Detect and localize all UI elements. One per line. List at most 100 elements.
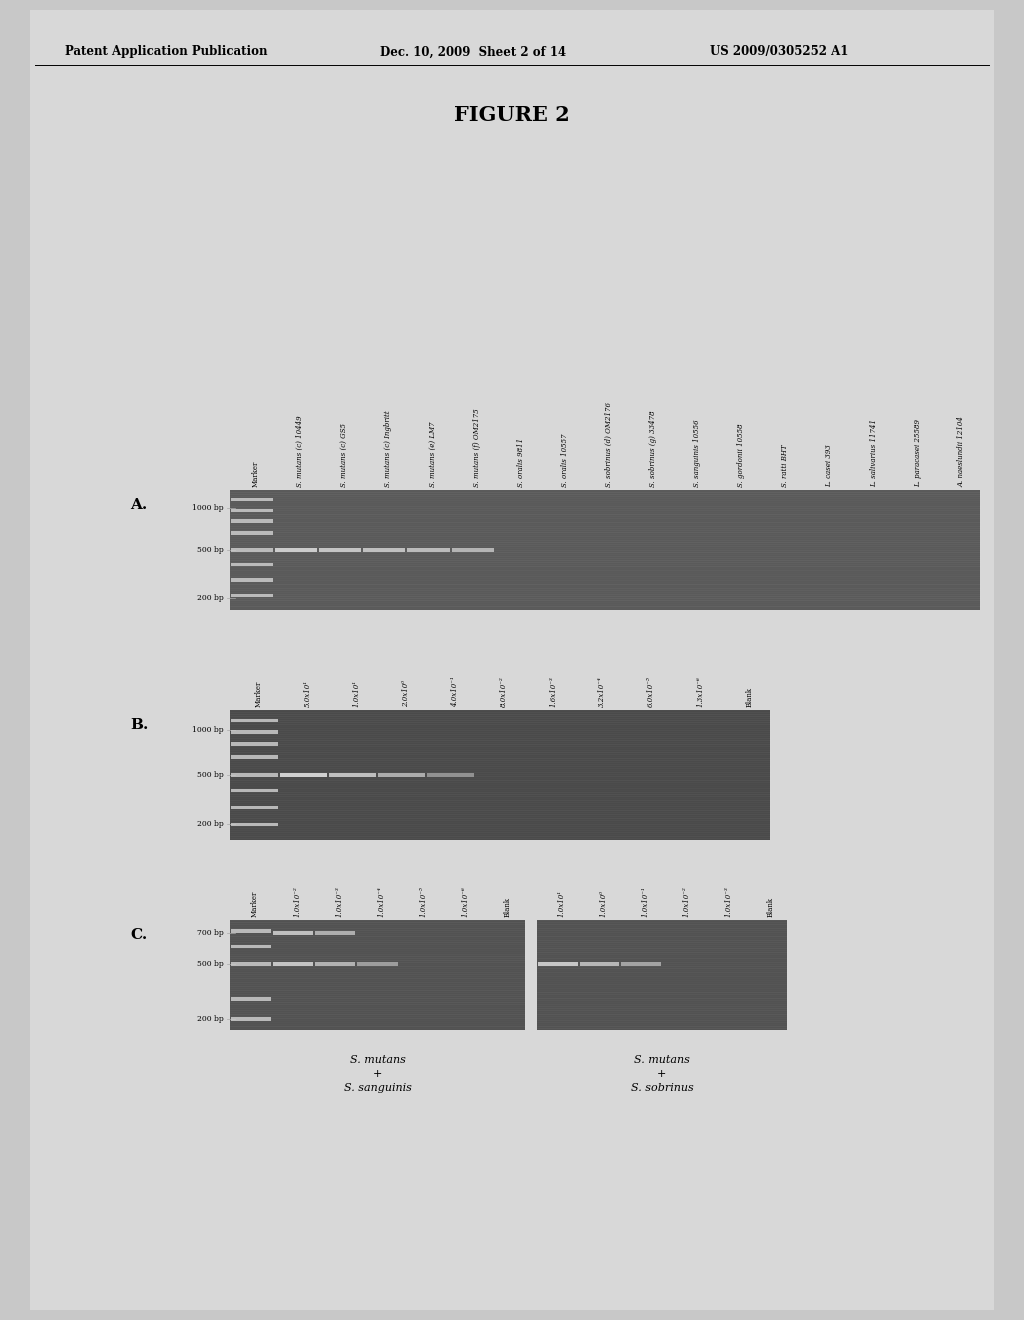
Text: 1.0x10¹: 1.0x10¹	[352, 680, 360, 708]
Text: 1.0x10⁻¹: 1.0x10⁻¹	[641, 886, 649, 917]
FancyBboxPatch shape	[231, 508, 273, 512]
Text: 1.0x10⁻³: 1.0x10⁻³	[725, 886, 732, 917]
FancyBboxPatch shape	[230, 490, 980, 610]
Text: 1.3x10⁻⁶: 1.3x10⁻⁶	[696, 676, 705, 708]
Text: 1.0x10⁻²: 1.0x10⁻²	[293, 886, 301, 917]
FancyBboxPatch shape	[315, 932, 355, 935]
Text: A.: A.	[130, 498, 147, 512]
FancyBboxPatch shape	[315, 962, 355, 966]
Text: C.: C.	[130, 928, 147, 942]
Text: 1.0x10⁻⁶: 1.0x10⁻⁶	[462, 886, 470, 917]
FancyBboxPatch shape	[537, 920, 787, 1030]
Text: Blank: Blank	[504, 898, 512, 917]
FancyBboxPatch shape	[622, 962, 662, 966]
Text: Marker: Marker	[255, 681, 262, 708]
Text: 4.0x10⁻¹: 4.0x10⁻¹	[451, 676, 459, 708]
FancyBboxPatch shape	[231, 998, 271, 1001]
Text: S. mutans
+
S. sobrinus: S. mutans + S. sobrinus	[631, 1055, 693, 1093]
Text: 500 bp: 500 bp	[198, 960, 224, 968]
FancyBboxPatch shape	[231, 730, 279, 734]
FancyBboxPatch shape	[329, 774, 376, 776]
FancyBboxPatch shape	[364, 548, 406, 552]
Text: Blank: Blank	[745, 686, 754, 708]
FancyBboxPatch shape	[230, 710, 770, 840]
FancyBboxPatch shape	[281, 774, 328, 776]
FancyBboxPatch shape	[231, 805, 279, 809]
FancyBboxPatch shape	[231, 929, 271, 933]
Text: L. paracasei 25589: L. paracasei 25589	[913, 418, 922, 487]
FancyBboxPatch shape	[378, 774, 425, 776]
FancyBboxPatch shape	[231, 774, 279, 776]
Text: 6.0x10⁻⁵: 6.0x10⁻⁵	[647, 676, 655, 708]
FancyBboxPatch shape	[231, 962, 271, 966]
FancyBboxPatch shape	[275, 548, 317, 552]
FancyBboxPatch shape	[231, 498, 273, 502]
FancyBboxPatch shape	[230, 920, 525, 1030]
Text: 1.0x10⁻⁵: 1.0x10⁻⁵	[420, 886, 428, 917]
Text: Marker: Marker	[251, 891, 259, 917]
Text: S. sobrinus (g) 33478: S. sobrinus (g) 33478	[649, 411, 657, 487]
FancyBboxPatch shape	[231, 789, 279, 792]
Text: 1.0x10⁻³: 1.0x10⁻³	[335, 886, 343, 917]
Text: S. oralis 10557: S. oralis 10557	[561, 433, 569, 487]
FancyBboxPatch shape	[231, 548, 273, 552]
Text: S. sanguinis 10556: S. sanguinis 10556	[693, 420, 701, 487]
FancyBboxPatch shape	[231, 578, 273, 582]
Text: S. oralis 9811: S. oralis 9811	[517, 438, 524, 487]
Text: S. mutans (c) Ingbritt: S. mutans (c) Ingbritt	[384, 411, 392, 487]
Text: S. mutans (e) LM7: S. mutans (e) LM7	[428, 421, 436, 487]
Text: 1.0x10¹: 1.0x10¹	[558, 890, 566, 917]
Text: L. casei 393: L. casei 393	[825, 444, 834, 487]
Text: 5.0x10¹: 5.0x10¹	[304, 680, 311, 708]
FancyBboxPatch shape	[231, 519, 273, 523]
Text: 200 bp: 200 bp	[198, 1015, 224, 1023]
FancyBboxPatch shape	[538, 962, 578, 966]
FancyBboxPatch shape	[231, 718, 279, 722]
Text: 1000 bp: 1000 bp	[193, 726, 224, 734]
Text: S. sobrinus (d) OM2176: S. sobrinus (d) OM2176	[605, 403, 613, 487]
Text: Marker: Marker	[252, 461, 260, 487]
FancyBboxPatch shape	[408, 548, 450, 552]
Text: 700 bp: 700 bp	[198, 929, 224, 937]
FancyBboxPatch shape	[231, 532, 273, 535]
Text: US 2009/0305252 A1: US 2009/0305252 A1	[710, 45, 848, 58]
Text: 1.0x10⁻⁴: 1.0x10⁻⁴	[378, 886, 385, 917]
Text: 200 bp: 200 bp	[198, 821, 224, 829]
FancyBboxPatch shape	[319, 548, 361, 552]
FancyBboxPatch shape	[273, 932, 313, 935]
Text: FIGURE 2: FIGURE 2	[454, 106, 570, 125]
Text: Dec. 10, 2009  Sheet 2 of 14: Dec. 10, 2009 Sheet 2 of 14	[380, 45, 566, 58]
FancyBboxPatch shape	[231, 742, 279, 746]
FancyBboxPatch shape	[452, 548, 494, 552]
Text: S. mutans (c) 10449: S. mutans (c) 10449	[296, 416, 304, 487]
Text: A. naeslundii 12104: A. naeslundii 12104	[957, 416, 966, 487]
FancyBboxPatch shape	[231, 822, 279, 826]
FancyBboxPatch shape	[231, 1018, 271, 1020]
FancyBboxPatch shape	[357, 962, 397, 966]
FancyBboxPatch shape	[30, 11, 994, 1309]
Text: Patent Application Publication: Patent Application Publication	[65, 45, 267, 58]
Text: 1.6x10⁻³: 1.6x10⁻³	[549, 676, 557, 708]
Text: S. mutans
+
S. sanguinis: S. mutans + S. sanguinis	[344, 1055, 412, 1093]
Text: 200 bp: 200 bp	[198, 594, 224, 602]
Text: 3.2x10⁻⁴: 3.2x10⁻⁴	[598, 676, 606, 708]
Text: 500 bp: 500 bp	[198, 546, 224, 554]
Text: 500 bp: 500 bp	[198, 771, 224, 779]
Text: S. ratti BHT: S. ratti BHT	[781, 445, 790, 487]
FancyBboxPatch shape	[231, 562, 273, 566]
Text: Blank: Blank	[766, 898, 774, 917]
Text: 1.0x10⁰: 1.0x10⁰	[599, 890, 607, 917]
FancyBboxPatch shape	[231, 945, 271, 948]
FancyBboxPatch shape	[231, 755, 279, 759]
Text: 1.0x10⁻²: 1.0x10⁻²	[683, 886, 691, 917]
Text: S. mutans (f) OM2175: S. mutans (f) OM2175	[473, 408, 480, 487]
Text: S. mutans (c) GS5: S. mutans (c) GS5	[340, 422, 348, 487]
Text: 8.0x10⁻²: 8.0x10⁻²	[500, 676, 508, 708]
Text: B.: B.	[130, 718, 148, 733]
Text: L. salivarius 11741: L. salivarius 11741	[869, 418, 878, 487]
Text: S. gordonii 10558: S. gordonii 10558	[737, 424, 745, 487]
FancyBboxPatch shape	[273, 962, 313, 966]
Text: 1000 bp: 1000 bp	[193, 504, 224, 512]
FancyBboxPatch shape	[427, 774, 474, 776]
Text: 2.0x10⁰: 2.0x10⁰	[401, 680, 410, 708]
